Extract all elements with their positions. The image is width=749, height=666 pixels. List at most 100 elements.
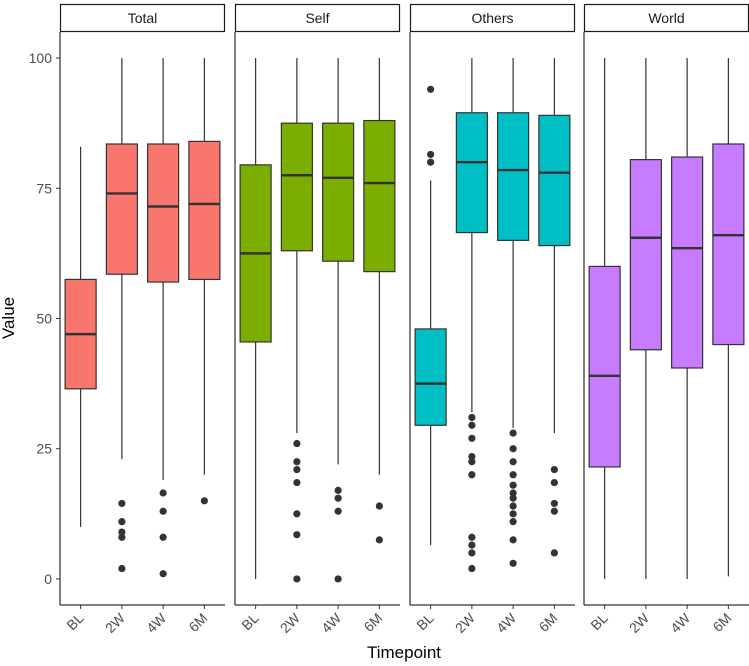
x-tick-label: 2W <box>626 609 653 636</box>
x-tick-label: 6M <box>360 610 385 635</box>
x-tick-label: 2W <box>452 609 479 636</box>
y-tick-label: 75 <box>36 180 52 196</box>
panel-self: Self BL 2W 4W 6M <box>234 3 401 636</box>
x-tick-label: 4W <box>493 609 520 636</box>
outlier-point <box>293 575 301 583</box>
x-tick-label: BL <box>238 610 262 634</box>
x-tick-label: 6M <box>535 610 560 635</box>
strip-label: Others <box>471 10 513 26</box>
outlier-point <box>509 494 517 502</box>
outlier-point <box>550 549 558 557</box>
outlier-point <box>468 458 476 466</box>
outlier-point <box>509 471 517 479</box>
x-axis-title: Timepoint <box>367 643 441 662</box>
outlier-point <box>509 481 517 489</box>
outlier-point <box>293 458 301 466</box>
outlier-point <box>509 458 517 466</box>
outlier-point <box>200 497 208 505</box>
iqr-box <box>105 143 138 275</box>
outlier-point <box>509 489 517 497</box>
iqr-box <box>629 159 662 351</box>
outlier-point <box>468 413 476 422</box>
outlier-point <box>509 518 517 526</box>
iqr-box <box>414 328 447 426</box>
box-self-4w <box>322 58 355 583</box>
x-tick-label: 2W <box>277 609 304 636</box>
iqr-box <box>671 156 704 369</box>
outlier-point <box>550 507 558 515</box>
outlier-point <box>550 478 558 487</box>
outlier-point <box>550 499 558 508</box>
outlier-point <box>509 502 517 510</box>
strip-label: World <box>648 10 684 26</box>
outlier-point <box>468 421 476 429</box>
outlier-point <box>427 150 435 159</box>
outlier-point <box>334 575 342 583</box>
outlier-point <box>159 570 167 578</box>
outlier-point <box>468 452 476 461</box>
y-tick-label: 50 <box>36 311 52 327</box>
outlier-point <box>468 471 476 479</box>
box-self-6m <box>363 58 396 544</box>
iqr-box <box>188 140 221 281</box>
outlier-point <box>334 486 342 494</box>
box-world-2w <box>629 58 662 579</box>
box-world-bl <box>588 58 621 579</box>
iqr-box <box>497 112 530 241</box>
iqr-box <box>322 122 355 262</box>
outlier-point <box>375 502 383 510</box>
box-self-bl <box>239 58 272 579</box>
x-tick-label: 2W <box>102 609 129 636</box>
x-tick-label: 4W <box>318 609 345 636</box>
box-others-6m <box>538 58 571 557</box>
strip-label: Total <box>128 10 158 26</box>
box-world-6m <box>712 58 745 577</box>
strip-box <box>409 3 576 33</box>
strip-label: Self <box>305 10 329 26</box>
box-total-bl <box>64 146 97 527</box>
iqr-box <box>538 114 571 247</box>
iqr-box <box>280 122 313 252</box>
outlier-point <box>334 507 342 515</box>
box-world-4w <box>671 58 704 579</box>
strip-box <box>59 3 226 33</box>
box-others-2w <box>455 58 488 573</box>
y-tick-label: 100 <box>29 50 53 66</box>
outlier-point <box>427 85 435 93</box>
outlier-point <box>159 507 167 515</box>
x-tick-label: 4W <box>667 609 694 636</box>
x-tick-label: BL <box>63 610 87 634</box>
panel-others: Others BL 2W 4W 6M <box>409 3 576 636</box>
box-total-4w <box>147 58 180 578</box>
box-total-2w <box>105 58 138 573</box>
box-others-bl <box>414 85 447 546</box>
iqr-box <box>147 143 180 283</box>
outlier-point <box>118 518 126 526</box>
outlier-point <box>118 533 126 541</box>
y-tick-label: 25 <box>36 441 52 457</box>
y-tick-label: 0 <box>44 571 52 587</box>
outlier-point <box>293 510 301 518</box>
outlier-point <box>550 465 558 474</box>
outlier-point <box>468 564 476 573</box>
y-axis-title: Value <box>0 297 18 339</box>
outlier-point <box>427 158 435 166</box>
x-tick-label: 6M <box>185 610 210 635</box>
outlier-point <box>159 489 167 497</box>
x-tick-label: 4W <box>143 609 170 636</box>
iqr-box <box>588 265 621 468</box>
outlier-point <box>293 478 301 487</box>
x-tick-label: 6M <box>709 610 734 635</box>
box-others-4w <box>497 58 530 567</box>
iqr-box <box>455 112 488 234</box>
outlier-point <box>159 533 167 541</box>
outlier-point <box>293 439 301 448</box>
box-self-2w <box>280 58 313 583</box>
outlier-point <box>293 531 301 539</box>
outlier-point <box>468 533 476 541</box>
outlier-point <box>509 510 517 518</box>
outlier-point <box>468 549 476 557</box>
outlier-point <box>293 465 301 474</box>
outlier-point <box>509 445 517 453</box>
